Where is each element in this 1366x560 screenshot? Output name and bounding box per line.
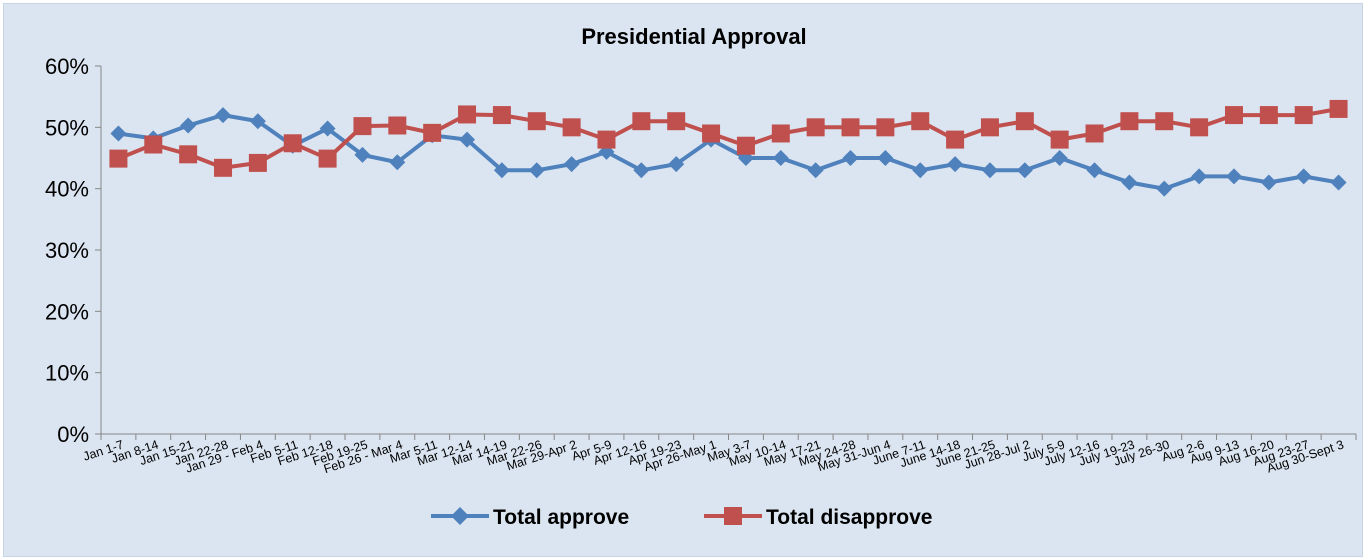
data-point: [841, 118, 860, 137]
data-point: [1225, 168, 1242, 185]
data-point: [1086, 162, 1103, 179]
data-point: [981, 162, 998, 179]
data-point: [1295, 168, 1312, 185]
data-point: [318, 149, 337, 168]
chart-area: Presidential Approval 0% 10% 20% 30% 40% 50% 6…: [3, 3, 1363, 557]
data-point: [562, 118, 581, 137]
data-point: [493, 162, 510, 179]
data-point: [876, 118, 895, 137]
data-point: [877, 150, 894, 166]
data-point: [180, 117, 197, 134]
data-point: [1051, 150, 1068, 166]
legend-label: Total disapprove: [766, 506, 932, 529]
data-point: [1120, 112, 1139, 131]
y-tick-label: 10%: [45, 361, 89, 386]
data-point: [1155, 112, 1174, 131]
data-point: [1121, 174, 1138, 191]
legend: Total approve Total disapprove: [431, 506, 932, 529]
data-point: [459, 131, 476, 148]
data-point: [423, 123, 442, 142]
data-point: [771, 124, 790, 143]
data-point: [806, 118, 825, 137]
data-point: [1016, 162, 1033, 179]
data-point: [215, 107, 232, 124]
data-point: [179, 145, 198, 164]
data-point: [702, 124, 721, 143]
data-point: [353, 117, 372, 136]
data-point: [109, 149, 128, 168]
data-point: [563, 156, 580, 173]
data-point: [1085, 124, 1104, 143]
data-point: [736, 136, 755, 155]
data-point: [110, 125, 127, 142]
line-chart: Presidential Approval 0% 10% 20% 30% 40% 50% 6…: [45, 24, 1357, 529]
data-point: [1191, 168, 1208, 185]
data-point: [633, 162, 650, 179]
data-point: [912, 162, 929, 179]
data-point: [319, 120, 336, 137]
data-point: [1015, 112, 1034, 131]
data-point: [946, 130, 965, 149]
y-tick-label: 60%: [45, 54, 89, 79]
data-point: [597, 130, 616, 149]
data-point: [1329, 99, 1348, 118]
data-point: [214, 158, 233, 177]
data-point: [248, 153, 267, 172]
data-point: [528, 162, 545, 179]
data-point: [911, 112, 930, 131]
data-point: [388, 116, 407, 135]
legend-item-1: Total approve: [431, 506, 629, 529]
data-point: [283, 134, 302, 153]
legend-marker: [451, 507, 469, 525]
data-point: [492, 106, 511, 125]
data-point: [807, 162, 824, 179]
x-tick-label: Mar 29-Apr 2: [505, 438, 579, 474]
series-layer: [109, 99, 1348, 197]
data-point: [772, 150, 789, 166]
chart-title: Presidential Approval: [581, 24, 806, 49]
data-point: [527, 112, 546, 131]
data-point: [1259, 106, 1278, 125]
data-point: [1224, 106, 1243, 125]
data-point: [632, 112, 651, 131]
data-point: [1050, 130, 1069, 149]
data-point: [667, 112, 686, 131]
data-point: [1260, 174, 1277, 191]
legend-label: Total approve: [493, 506, 629, 529]
legend-marker: [724, 507, 742, 525]
data-point: [249, 113, 266, 130]
data-point: [947, 156, 964, 173]
data-point: [1156, 180, 1173, 197]
data-point: [389, 154, 406, 171]
legend-item-2: Total disapprove: [704, 506, 932, 529]
data-point: [458, 105, 477, 124]
data-point: [1330, 174, 1347, 191]
y-tick-label: 30%: [45, 238, 89, 263]
y-tick-label: 0%: [57, 422, 89, 447]
data-point: [668, 156, 685, 173]
data-point: [842, 150, 859, 166]
data-point: [1190, 118, 1209, 137]
data-point: [1294, 106, 1313, 125]
y-tick-label: 50%: [45, 115, 89, 140]
y-tick-label: 40%: [45, 177, 89, 202]
data-point: [354, 146, 371, 163]
data-point: [980, 118, 999, 137]
y-tick-label: 20%: [45, 299, 89, 324]
data-point: [144, 135, 163, 154]
series-2: [109, 99, 1348, 177]
